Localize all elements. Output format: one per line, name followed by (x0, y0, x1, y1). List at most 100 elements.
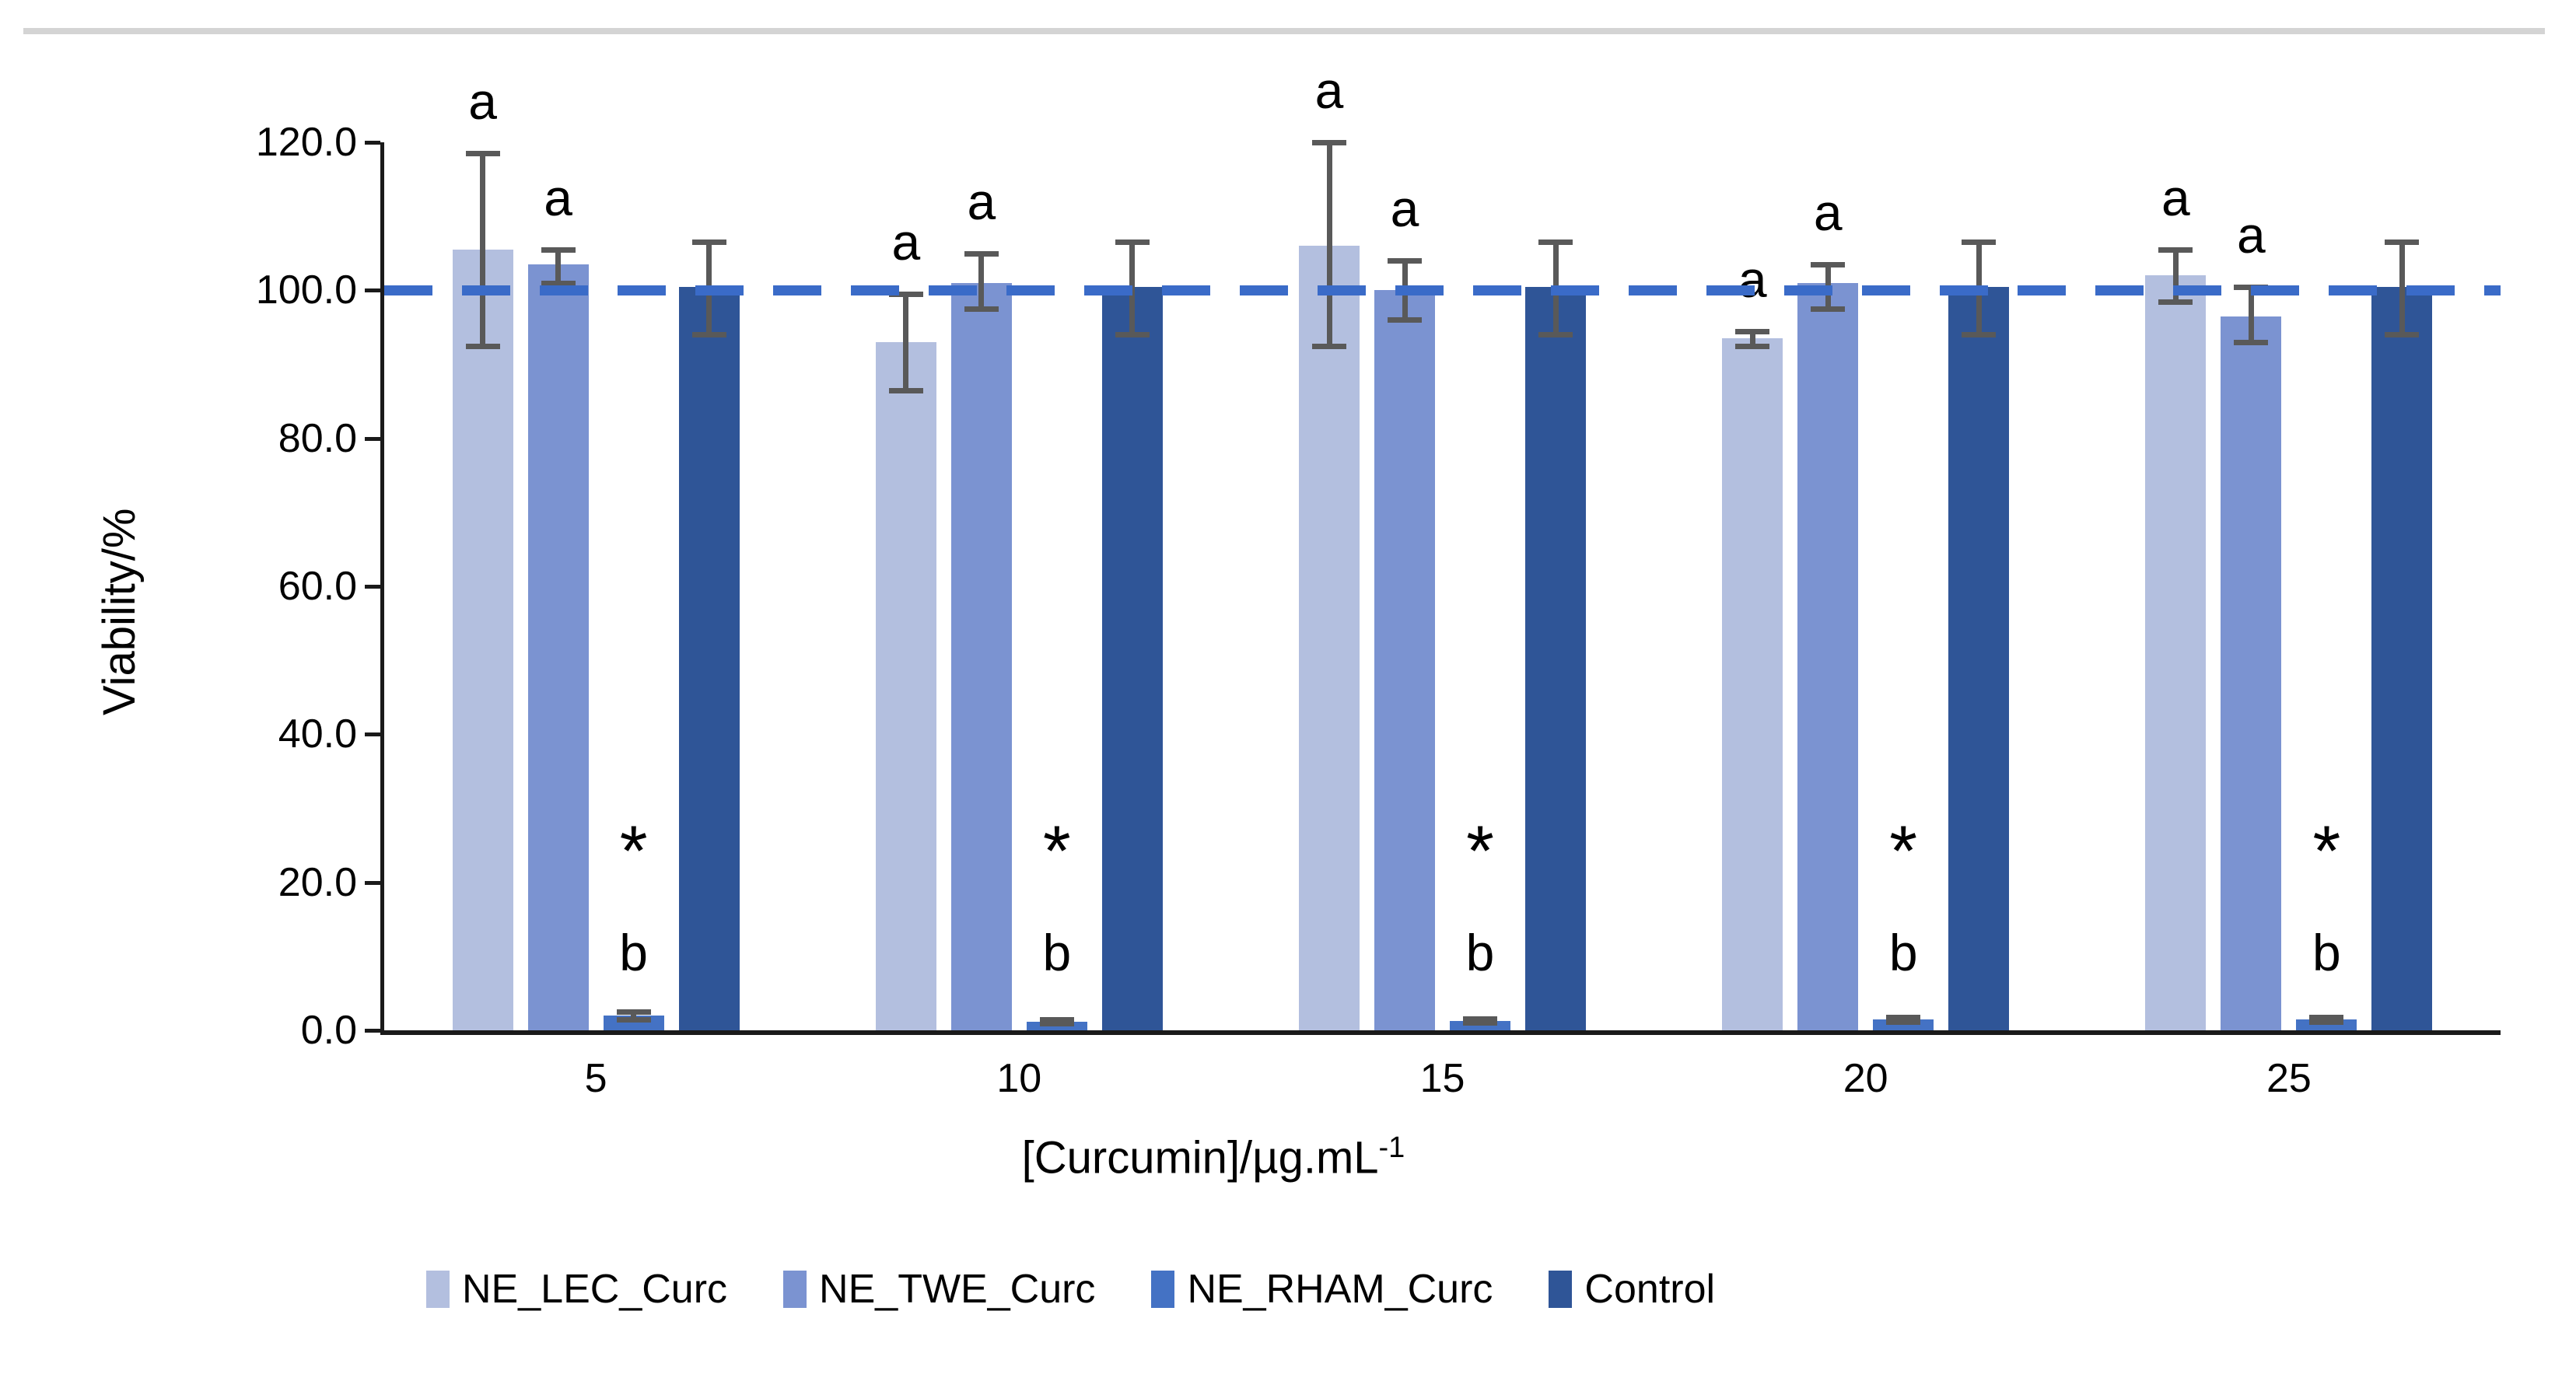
bar-ne-twe-curc-25 (2221, 316, 2282, 1030)
annotation-a-ne-twe-curc-10: a (967, 172, 996, 230)
error-bar-cap-top-control-20 (1962, 239, 1997, 246)
error-bar-cap-bottom-ne-twe-curc-15 (1388, 317, 1422, 323)
error-bar-cap-bottom-ne-lec-curc-25 (2158, 299, 2193, 305)
error-bar-cap-bottom-control-5 (691, 332, 726, 338)
bar-control-15 (1525, 286, 1586, 1030)
error-bar-cap-top-ne-twe-curc-10 (964, 250, 999, 257)
y-tick-label: 20.0 (278, 859, 357, 905)
error-bar-cap-bottom-ne-rham-curc-5 (616, 1016, 651, 1023)
error-bar-cap-bottom-ne-lec-curc-20 (1735, 343, 1770, 349)
bar-ne-twe-curc-15 (1374, 290, 1435, 1030)
error-bar-stem-ne-twe-curc-5 (555, 249, 562, 283)
annotation-b-ne-rham-curc-15: b (1465, 923, 1495, 981)
bar-ne-twe-curc-5 (527, 264, 589, 1030)
y-tick-mark (365, 585, 380, 589)
y-tick-mark (365, 732, 380, 737)
annotation-a-ne-twe-curc-25: a (2237, 205, 2266, 264)
y-tick-mark (365, 436, 380, 441)
bar-control-25 (2371, 286, 2433, 1030)
x-tick-label: 15 (1419, 1056, 1465, 1101)
error-bar-cap-top-ne-twe-curc-15 (1388, 258, 1422, 264)
y-tick-label: 80.0 (278, 415, 357, 461)
annotation-a-ne-lec-curc-15: a (1314, 61, 1344, 119)
bar-control-20 (1948, 286, 2010, 1030)
y-tick-mark (365, 141, 380, 145)
annotation-a-ne-lec-curc-20: a (1738, 250, 1767, 308)
y-tick-mark (365, 288, 380, 293)
chart-legend: NE_LEC_Curc NE_TWE_Curc NE_RHAM_Curc Con… (426, 1266, 1715, 1313)
error-bar-cap-bottom-ne-lec-curc-5 (465, 343, 500, 349)
error-bar-cap-top-control-15 (1538, 239, 1573, 246)
annotation-a-ne-twe-curc-20: a (1813, 184, 1843, 242)
bar-ne-twe-curc-20 (1797, 282, 1859, 1030)
y-tick-mark (365, 1029, 380, 1033)
legend-label-ne-twe-curc: NE_TWE_Curc (819, 1267, 1096, 1312)
x-tick-label: 10 (996, 1056, 1042, 1101)
error-bar-cap-top-control-25 (2385, 239, 2420, 246)
bar-ne-lec-curc-20 (1722, 338, 1783, 1030)
annotation-asterisk-ne-rham-curc-20: * (1889, 812, 1918, 892)
y-tick-label: 100.0 (255, 267, 357, 313)
x-tick-label: 20 (1843, 1056, 1888, 1101)
error-bar-cap-top-ne-twe-curc-5 (541, 246, 576, 253)
error-bar-cap-top-control-10 (1115, 239, 1150, 246)
error-bar-cap-bottom-ne-rham-curc-25 (2309, 1019, 2344, 1025)
annotation-b-ne-rham-curc-5: b (619, 923, 648, 981)
error-bar-cap-top-ne-lec-curc-25 (2158, 246, 2193, 253)
legend-swatch-control (1549, 1271, 1573, 1308)
page-divider-rule (23, 28, 2545, 34)
bar-ne-lec-curc-10 (875, 341, 936, 1030)
error-bar-stem-ne-twe-curc-10 (978, 253, 985, 309)
legend-item-ne-twe-curc: NE_TWE_Curc (783, 1266, 1095, 1313)
error-bar-cap-top-control-5 (691, 239, 726, 246)
error-bar-cap-top-ne-rham-curc-20 (1886, 1014, 1921, 1020)
reference-line-100-percent (384, 285, 2501, 296)
legend-label-control: Control (1584, 1267, 1716, 1312)
error-bar-cap-top-ne-rham-curc-15 (1463, 1016, 1497, 1022)
error-bar-cap-top-ne-lec-curc-5 (465, 151, 500, 157)
x-axis-title-superscript: -1 (1378, 1131, 1405, 1164)
error-bar-cap-bottom-control-25 (2385, 332, 2420, 338)
y-tick-label: 0.0 (300, 1008, 357, 1053)
error-bar-cap-top-ne-rham-curc-25 (2309, 1014, 2344, 1020)
error-bar-cap-bottom-ne-lec-curc-15 (1312, 343, 1346, 349)
error-bar-cap-bottom-control-10 (1115, 332, 1150, 338)
error-bar-cap-top-ne-rham-curc-5 (616, 1009, 651, 1016)
error-bar-cap-bottom-ne-lec-curc-10 (888, 387, 923, 393)
error-bar-stem-ne-lec-curc-20 (1749, 330, 1755, 346)
annotation-asterisk-ne-rham-curc-10: * (1042, 812, 1071, 892)
annotation-a-ne-lec-curc-25: a (2161, 168, 2190, 226)
x-tick-label: 5 (584, 1056, 607, 1101)
y-tick-mark (365, 880, 380, 885)
error-bar-cap-top-ne-lec-curc-15 (1312, 140, 1346, 145)
error-bar-stem-ne-lec-curc-25 (2172, 249, 2179, 302)
legend-item-ne-rham-curc: NE_RHAM_Curc (1151, 1266, 1493, 1313)
legend-item-control: Control (1549, 1266, 1715, 1313)
legend-label-ne-rham-curc: NE_RHAM_Curc (1187, 1267, 1493, 1312)
error-bar-stem-ne-lec-curc-10 (903, 294, 909, 390)
error-bar-cap-top-ne-rham-curc-10 (1039, 1016, 1074, 1023)
annotation-asterisk-ne-rham-curc-25: * (2312, 812, 2341, 892)
annotation-asterisk-ne-rham-curc-5: * (619, 812, 648, 892)
error-bar-cap-top-ne-twe-curc-20 (1811, 262, 1846, 268)
error-bar-cap-bottom-ne-twe-curc-5 (541, 280, 576, 286)
error-bar-stem-ne-lec-curc-15 (1326, 142, 1332, 346)
bar-ne-lec-curc-25 (2145, 275, 2207, 1030)
annotation-b-ne-rham-curc-10: b (1042, 923, 1072, 981)
annotation-b-ne-rham-curc-25: b (2312, 923, 2341, 981)
bar-control-5 (678, 286, 740, 1030)
y-axis-line (380, 142, 384, 1035)
error-bar-cap-bottom-ne-twe-curc-10 (964, 306, 999, 313)
error-bar-stem-ne-rham-curc-5 (631, 1012, 637, 1019)
annotation-a-ne-lec-curc-10: a (891, 213, 921, 271)
legend-swatch-ne-twe-curc (783, 1271, 807, 1308)
legend-label-ne-lec-curc: NE_LEC_Curc (462, 1267, 728, 1312)
annotation-a-ne-lec-curc-5: a (468, 72, 497, 131)
legend-item-ne-lec-curc: NE_LEC_Curc (426, 1266, 727, 1313)
error-bar-cap-bottom-control-15 (1538, 332, 1573, 338)
error-bar-cap-bottom-ne-rham-curc-15 (1463, 1020, 1497, 1026)
y-axis-title: Viability/% (94, 508, 145, 716)
x-axis-title-text: [Curcumin]/µg.mL (1021, 1132, 1379, 1183)
bar-control-10 (1101, 286, 1163, 1030)
error-bar-cap-bottom-ne-rham-curc-20 (1886, 1019, 1921, 1025)
